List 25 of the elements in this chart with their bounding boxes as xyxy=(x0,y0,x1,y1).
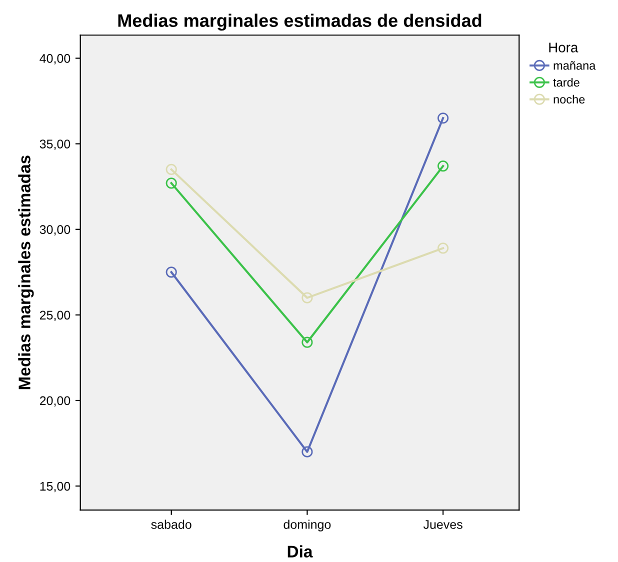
y-tick-label: 15,00 xyxy=(40,482,70,492)
legend-label: mañana xyxy=(554,61,596,70)
x-tick-label: domingo xyxy=(284,520,331,532)
point xyxy=(166,178,177,189)
point xyxy=(302,336,313,348)
point xyxy=(437,112,449,124)
legend-title: Hora xyxy=(549,42,578,52)
y-tick-label: 20,00 xyxy=(40,396,70,407)
legend-label: noche xyxy=(554,94,585,104)
x-tick-label: sabado xyxy=(151,520,192,529)
y-tick-label: 35,00 xyxy=(40,140,70,150)
chart-title: Medias marginales estimadas de densidad xyxy=(118,14,482,31)
y-axis-title: Medias marginales estimadas xyxy=(18,156,34,390)
point xyxy=(302,446,313,458)
point xyxy=(166,164,177,176)
point xyxy=(302,292,313,304)
x-axis-title: Dia xyxy=(288,545,313,558)
x-tick-label: Jueves xyxy=(423,520,462,529)
y-tick-label: 30,00 xyxy=(40,225,70,236)
point xyxy=(166,266,177,278)
legend-label: tarde xyxy=(553,78,580,87)
y-tick-label: 25,00 xyxy=(40,310,70,322)
y-tick-label: 40,00 xyxy=(40,54,70,64)
point xyxy=(437,160,449,172)
point xyxy=(437,242,449,254)
